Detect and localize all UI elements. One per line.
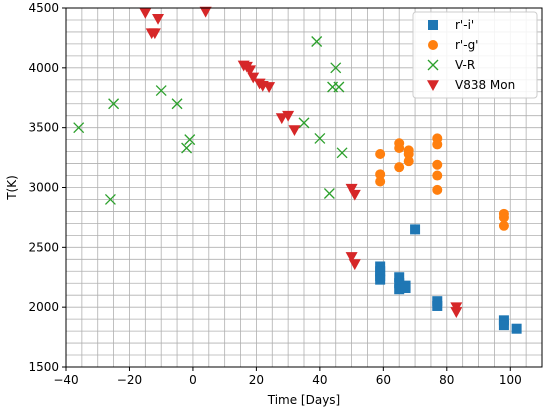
x-tick-label: 0 (189, 373, 197, 387)
data-point (73, 122, 85, 134)
axis-ticks: −40 −20 0 20 40 60 80 100 1500 2000 2500 3000 3500 40… (28, 1, 521, 387)
data-point (314, 132, 326, 144)
data-point (181, 142, 193, 154)
legend-label: r'-i' (455, 18, 474, 32)
y-tick-label: 4000 (28, 61, 59, 75)
legend-label: r'-g' (455, 38, 478, 52)
data-point (498, 212, 509, 223)
y-tick-label: 2000 (28, 300, 59, 314)
data-point (104, 194, 116, 205)
series-2 (73, 36, 348, 205)
data-point (184, 134, 196, 146)
data-point (432, 170, 443, 181)
data-point (333, 81, 345, 93)
data-point (432, 184, 443, 195)
data-point (345, 252, 358, 263)
data-points (73, 6, 522, 334)
data-point (403, 156, 414, 167)
series-1 (375, 133, 509, 231)
data-point (498, 220, 509, 231)
data-point (511, 323, 522, 334)
data-point (403, 148, 414, 159)
data-point (375, 148, 386, 159)
data-point (330, 62, 342, 74)
data-point (394, 162, 405, 173)
legend: r'-i' r'-g' V-R V838 Mon (412, 11, 538, 99)
data-point (450, 307, 463, 318)
x-tick-label: 100 (499, 373, 522, 387)
legend-marker (428, 40, 438, 50)
data-point (432, 159, 443, 170)
data-point (171, 98, 183, 110)
data-point (155, 85, 167, 97)
data-point (247, 72, 260, 84)
data-point (394, 272, 405, 283)
data-point (400, 283, 411, 294)
x-tick-label: 80 (439, 373, 454, 387)
data-point (394, 143, 405, 154)
series-0 (375, 224, 522, 334)
data-point (348, 189, 361, 201)
data-point (394, 284, 405, 295)
data-point (498, 320, 509, 331)
data-point (275, 113, 288, 125)
y-tick-label: 1500 (28, 360, 59, 374)
data-point (375, 169, 386, 180)
y-tick-label: 3000 (28, 181, 59, 195)
legend-marker (427, 80, 439, 91)
data-point (199, 6, 212, 18)
data-point (288, 125, 301, 137)
x-tick-label: −40 (53, 373, 78, 387)
legend-label: V838 Mon (455, 78, 515, 92)
data-point (432, 139, 443, 150)
legend-marker (427, 59, 439, 71)
x-tick-label: 20 (249, 373, 264, 387)
y-tick-label: 4500 (28, 1, 59, 15)
data-point (282, 110, 295, 122)
data-point (139, 7, 152, 19)
data-point (311, 36, 323, 47)
y-tick-label: 3500 (28, 121, 59, 135)
legend-marker (428, 20, 438, 30)
x-tick-label: −20 (117, 373, 142, 387)
data-point (432, 300, 443, 311)
data-point (410, 224, 421, 235)
data-point (348, 259, 361, 271)
x-tick-label: 40 (312, 373, 327, 387)
y-tick-label: 2500 (28, 240, 59, 254)
data-point (394, 278, 405, 289)
data-point (375, 274, 386, 285)
data-point (148, 28, 161, 40)
data-point (298, 117, 310, 129)
data-point (336, 147, 348, 159)
x-axis-label: Time [Days] (267, 393, 341, 407)
data-point (263, 82, 276, 93)
series-3 (139, 6, 463, 318)
data-point (152, 13, 165, 25)
grid (65, 7, 543, 368)
x-tick-label: 60 (376, 373, 391, 387)
y-axis-label: T(K) (5, 175, 19, 201)
data-point (375, 176, 386, 187)
data-point (345, 183, 358, 195)
data-point (244, 65, 257, 77)
data-point (108, 98, 120, 110)
legend-box (412, 11, 538, 99)
data-point (323, 188, 335, 199)
legend-label: V-R (455, 58, 475, 72)
